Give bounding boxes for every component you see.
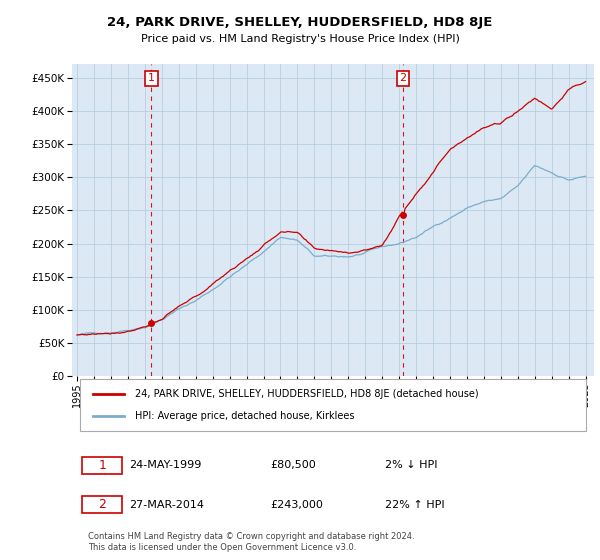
Text: 1: 1 bbox=[98, 459, 106, 472]
FancyBboxPatch shape bbox=[82, 456, 122, 474]
Text: 22% ↑ HPI: 22% ↑ HPI bbox=[385, 500, 445, 510]
Text: Contains HM Land Registry data © Crown copyright and database right 2024.
This d: Contains HM Land Registry data © Crown c… bbox=[88, 532, 414, 552]
Text: Price paid vs. HM Land Registry's House Price Index (HPI): Price paid vs. HM Land Registry's House … bbox=[140, 34, 460, 44]
Text: 24, PARK DRIVE, SHELLEY, HUDDERSFIELD, HD8 8JE (detached house): 24, PARK DRIVE, SHELLEY, HUDDERSFIELD, H… bbox=[134, 389, 478, 399]
Text: 27-MAR-2014: 27-MAR-2014 bbox=[130, 500, 205, 510]
Text: £243,000: £243,000 bbox=[271, 500, 323, 510]
Text: 2: 2 bbox=[400, 73, 407, 83]
Text: 24-MAY-1999: 24-MAY-1999 bbox=[130, 460, 202, 470]
Text: £80,500: £80,500 bbox=[271, 460, 316, 470]
Text: HPI: Average price, detached house, Kirklees: HPI: Average price, detached house, Kirk… bbox=[134, 410, 354, 421]
Text: 2% ↓ HPI: 2% ↓ HPI bbox=[385, 460, 438, 470]
Text: 24, PARK DRIVE, SHELLEY, HUDDERSFIELD, HD8 8JE: 24, PARK DRIVE, SHELLEY, HUDDERSFIELD, H… bbox=[107, 16, 493, 29]
FancyBboxPatch shape bbox=[80, 379, 586, 431]
Text: 2: 2 bbox=[98, 498, 106, 511]
Text: 1: 1 bbox=[148, 73, 155, 83]
FancyBboxPatch shape bbox=[82, 496, 122, 513]
